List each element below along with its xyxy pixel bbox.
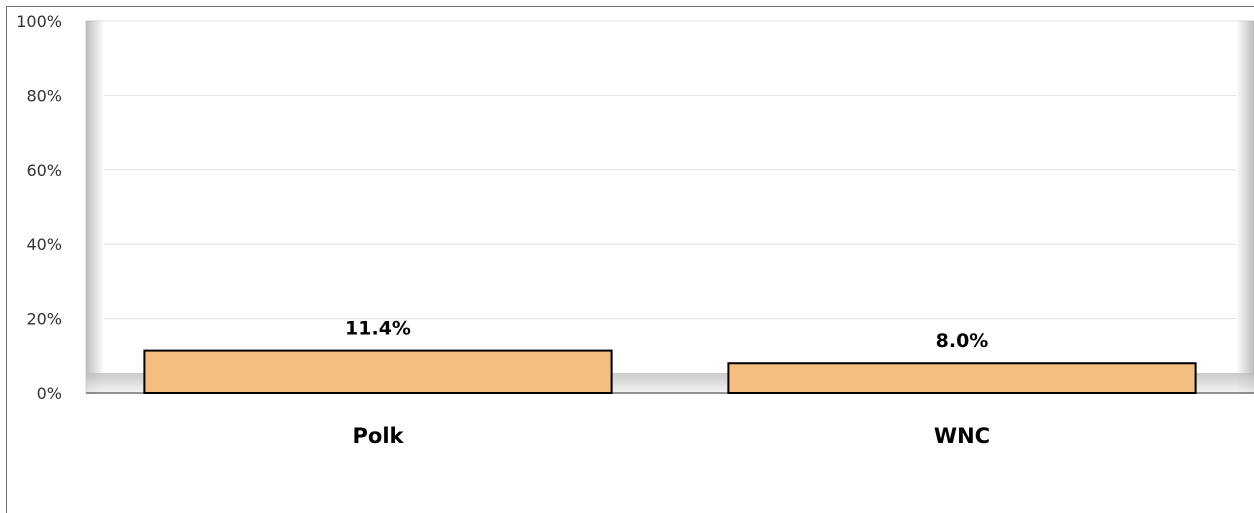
- x-category-label: Polk: [353, 424, 405, 448]
- bar-polk: [143, 349, 613, 395]
- y-tick-label: 40%: [26, 235, 62, 254]
- y-tick-label: 20%: [26, 310, 62, 329]
- y-tick-label: 100%: [16, 12, 62, 31]
- x-axis: Polk WNC: [353, 424, 991, 448]
- bar-wnc: [727, 362, 1197, 394]
- bars: [143, 349, 1197, 395]
- y-tick-label: 60%: [26, 161, 62, 180]
- data-label: 11.4%: [345, 318, 411, 340]
- y-tick-label: 80%: [26, 86, 62, 105]
- x-category-label: WNC: [934, 424, 990, 448]
- chart-frame: [6, 6, 1254, 513]
- y-axis: 0% 20% 40% 60% 80% 100%: [16, 12, 62, 403]
- data-label: 8.0%: [936, 330, 989, 352]
- data-labels: 11.4% 8.0%: [345, 318, 988, 353]
- gridlines: [104, 20, 1236, 320]
- y-tick-label: 0%: [37, 384, 62, 403]
- plot-area: [85, 20, 1254, 394]
